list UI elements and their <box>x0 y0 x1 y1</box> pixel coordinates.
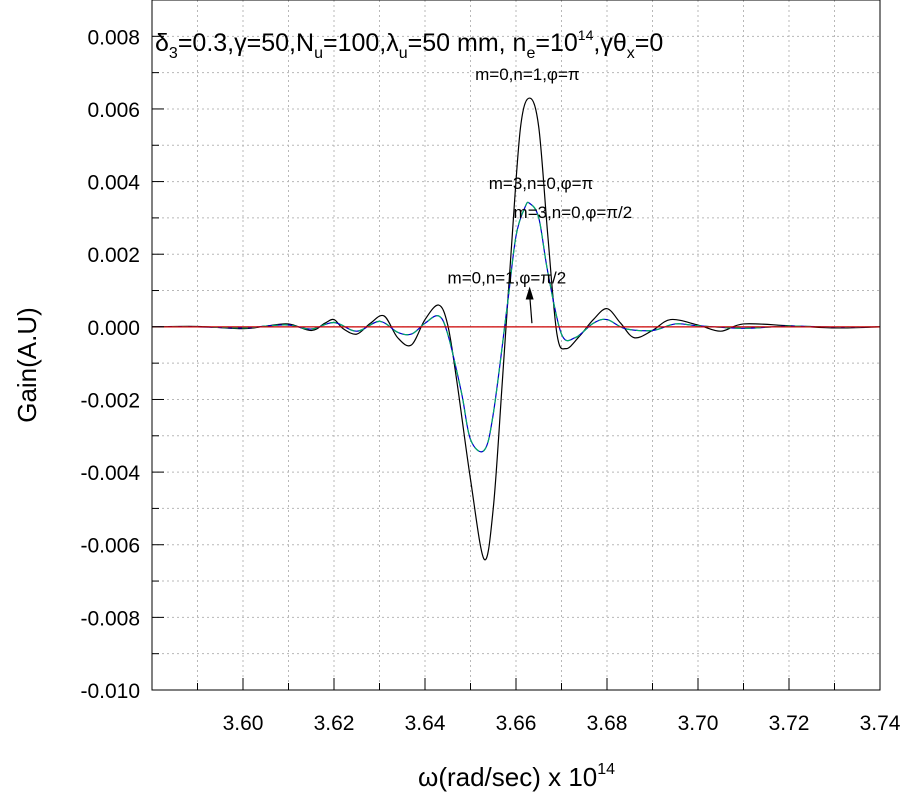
y-tick-label: 0.002 <box>87 244 140 267</box>
y-axis-title: Gain(A.U) <box>12 307 42 423</box>
annotation-label-2: m=3,n=0,φ=π/2 <box>514 203 633 222</box>
annotation-arrow-head <box>525 286 534 300</box>
x-tick-label: 3.70 <box>678 712 719 735</box>
y-axis-ticks: 0.008 0.006 0.004 0.002 0.000 -0.002 -0.004 -0.… <box>80 26 164 703</box>
x-tick-label: 3.66 <box>496 712 537 735</box>
x-tick-label: 3.72 <box>769 712 810 735</box>
x-tick-label: 3.64 <box>405 712 446 735</box>
annotation-label-0: m=0,n=1,φ=π <box>475 65 580 84</box>
x-axis-title: ω(rad/sec) x 1014 <box>418 761 615 792</box>
y-tick-label: -0.006 <box>80 535 140 558</box>
y-tick-label: 0.006 <box>87 99 140 122</box>
annotations: m=0,n=1,φ=π m=3,n=0,φ=π m=3,n=0,φ=π/2 m=0,n… <box>448 65 633 324</box>
y-tick-label: -0.008 <box>80 607 140 630</box>
y-tick-label: -0.004 <box>80 462 140 485</box>
series-line-2 <box>151 201 881 453</box>
x-tick-label: 3.68 <box>587 712 628 735</box>
chart-title: δ3=0.3,γ=50,Nu=100,λu=50 mm, ne=1014,γθx… <box>155 27 663 62</box>
y-tick-label: -0.010 <box>80 680 140 703</box>
x-axis-ticks: 3.60 3.62 3.64 3.66 3.68 3.70 3.72 3.74 <box>223 678 900 735</box>
y-tick-label: -0.002 <box>80 389 140 412</box>
annotation-label-1: m=3,n=0,φ=π <box>489 174 594 193</box>
grid-lines <box>152 0 881 691</box>
x-tick-label: 3.74 <box>860 712 900 735</box>
series-line-0 <box>151 97 881 561</box>
minor-ticks <box>152 72 835 690</box>
series-layer <box>151 97 881 561</box>
y-tick-label: 0.000 <box>87 317 140 340</box>
x-tick-label: 3.62 <box>314 712 355 735</box>
x-tick-label: 3.60 <box>223 712 264 735</box>
annotation-label-3: m=0,n=1,φ=π/2 <box>448 268 567 287</box>
y-tick-label: 0.008 <box>87 26 140 49</box>
y-tick-label: 0.004 <box>87 172 140 195</box>
